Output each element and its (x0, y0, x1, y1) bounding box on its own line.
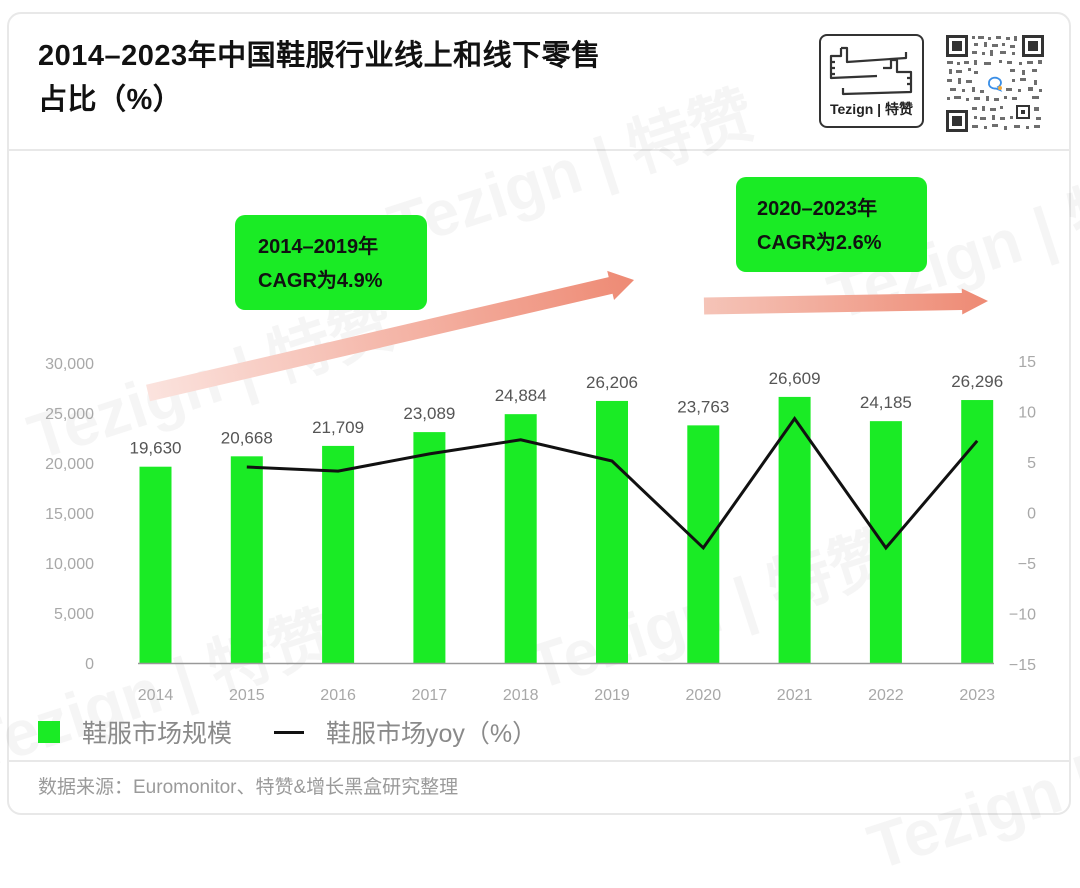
data-source: 数据来源：Euromonitor、特赞&增长黑盒研究整理 (38, 777, 459, 798)
yoy-line (246, 415, 979, 551)
left-axis-tick-label: 30,000 (45, 356, 94, 373)
bar-2014 (139, 466, 172, 663)
right-axis-tick-label: −10 (1009, 607, 1036, 624)
thumbs-up-icon (829, 46, 913, 96)
chart-legend: 鞋服市场规模 鞋服市场yoy（%） (38, 714, 537, 750)
trend-arrows (146, 270, 988, 402)
x-axis: 2014 2015 2016 2017 2018 2019 2020 2021 2022 2023 (138, 687, 995, 704)
x-axis-tick-label: 2022 (868, 687, 904, 704)
annotation-period: 2020–2023年 (757, 198, 878, 220)
legend-line-label: 鞋服市场yoy（%） (326, 720, 538, 748)
bar-value-label: 23,089 (403, 404, 455, 423)
left-axis-tick-label: 20,000 (45, 456, 94, 473)
right-axis-tick-label: 0 (1027, 506, 1036, 523)
x-axis-tick-label: 2023 (959, 687, 995, 704)
right-axis-tick-label: 10 (1018, 405, 1036, 422)
x-axis-tick-label: 2017 (412, 687, 448, 704)
x-axis-tick-label: 2019 (594, 687, 630, 704)
left-axis-tick-label: 25,000 (45, 406, 94, 423)
left-axis-tick-label: 5,000 (54, 606, 94, 623)
title-line-2: 占比（%） (38, 84, 183, 116)
bar-2023 (961, 400, 994, 663)
bar-2020 (687, 425, 720, 663)
bar-2022 (869, 421, 902, 663)
right-axis-tick-label: 15 (1018, 354, 1036, 371)
qr-code-icon (944, 33, 1046, 134)
right-axis-tick-label: 5 (1027, 455, 1036, 472)
chart-title: 2014–2023年中国鞋服行业线上和线下零售 占比（%） (38, 34, 601, 122)
annotation-period: 2014–2019年 (258, 236, 379, 258)
left-axis-tick-label: 0 (85, 656, 94, 673)
left-y-axis: 0 5,000 10,000 15,000 20,000 25,000 30,000 (45, 356, 94, 673)
x-axis-tick-label: 2016 (320, 687, 356, 704)
legend-bar-label: 鞋服市场规模 (82, 720, 233, 748)
bar-value-label: 26,296 (951, 372, 1003, 391)
bar-value-label: 24,185 (860, 393, 912, 412)
x-axis-tick-label: 2014 (138, 687, 174, 704)
bar-2021 (778, 396, 811, 663)
annotation-cagr: CAGR为2.6% (757, 232, 882, 254)
trend-arrow-icon (146, 270, 635, 402)
x-axis-tick-label: 2020 (686, 687, 722, 704)
logo-text: Tezign | 特赞 (830, 101, 913, 117)
bar-line-chart: 0 5,000 10,000 15,000 20,000 25,000 30,000 −15… (45, 270, 1036, 704)
card-frame (7, 12, 1071, 815)
annotation-cagr: CAGR为4.9% (258, 270, 383, 292)
bar-2017 (413, 432, 446, 663)
bar-value-label: 26,206 (586, 373, 638, 392)
bar-value-label: 21,709 (312, 418, 364, 437)
cagr-annotation-2020-2023: 2020–2023年 CAGR为2.6% (736, 177, 927, 272)
cagr-annotation-2014-2019: 2014–2019年 CAGR为4.9% (235, 215, 427, 310)
bar-value-label: 20,668 (221, 428, 273, 447)
footer-divider (7, 760, 1071, 762)
title-line-1: 2014–2023年中国鞋服行业线上和线下零售 (38, 40, 601, 72)
bar-2019 (596, 400, 628, 663)
trend-arrow-icon (703, 288, 988, 315)
header-divider (7, 149, 1071, 151)
left-axis-tick-label: 10,000 (45, 556, 94, 573)
legend-line-swatch (274, 730, 305, 734)
x-axis-tick-label: 2021 (777, 687, 813, 704)
bar-value-label: 23,763 (677, 397, 729, 416)
bar-value-label: 24,884 (495, 386, 547, 405)
bar-value-label: 26,609 (769, 369, 821, 388)
x-axis-tick-label: 2015 (229, 687, 265, 704)
bar-2015 (230, 456, 263, 663)
legend-bar-swatch (38, 721, 60, 743)
x-axis-tick-label: 2018 (503, 687, 539, 704)
right-axis-tick-label: −15 (1009, 657, 1036, 674)
left-axis-tick-label: 15,000 (45, 506, 94, 523)
yoy-line-series (246, 415, 979, 551)
bar-value-label: 19,630 (130, 439, 182, 458)
bar-2016 (322, 445, 355, 663)
qr-code[interactable] (944, 33, 1046, 134)
bar-series: 19,630 20,668 21,709 23,089 24,884 26,206 23,7… (130, 369, 1003, 663)
right-axis-tick-label: −5 (1018, 556, 1036, 573)
bar-2018 (504, 414, 537, 663)
tezign-logo: Tezign | 特赞 (819, 34, 924, 128)
right-y-axis: −15 −10 −5 0 5 10 15 (1009, 354, 1036, 674)
